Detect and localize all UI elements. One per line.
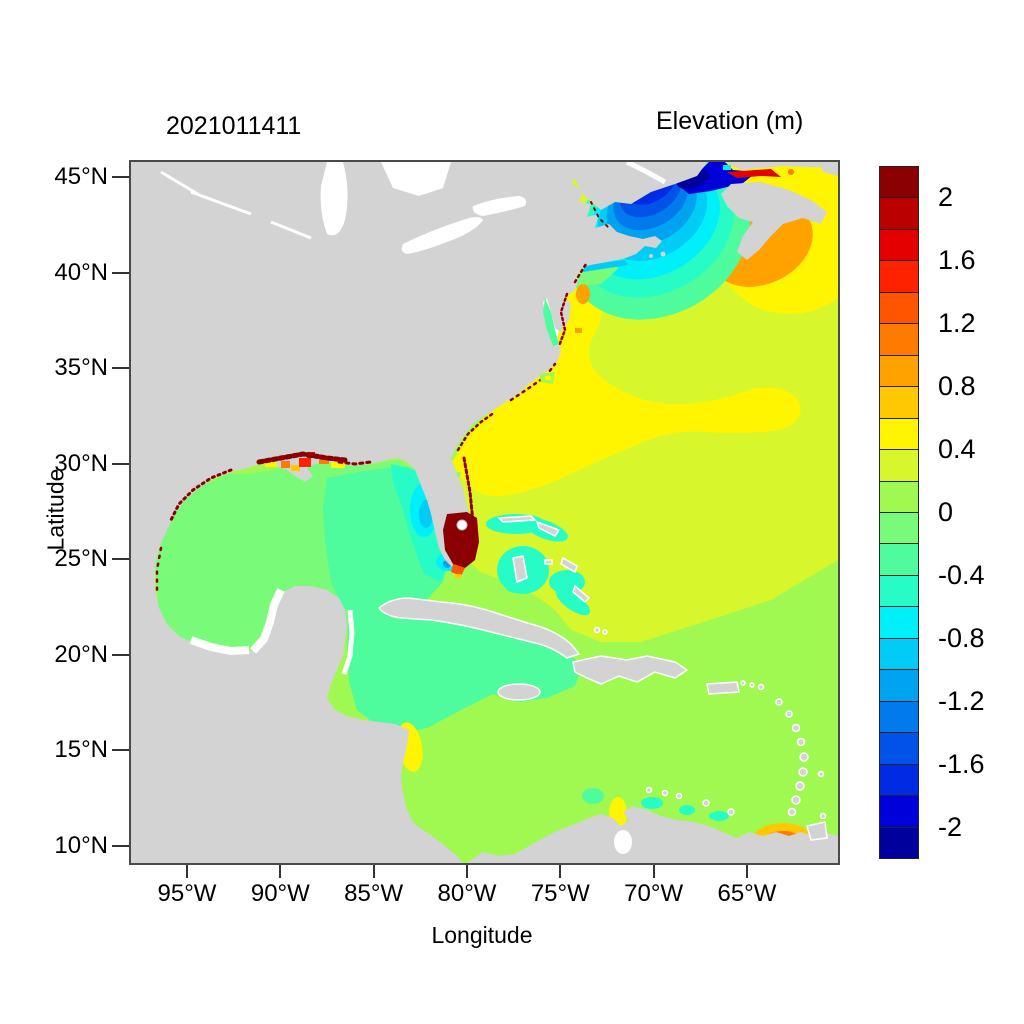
elevation-map	[131, 162, 838, 863]
y-tick	[112, 462, 129, 465]
x-tick-label: 95°W	[157, 880, 217, 907]
x-tick-label: 65°W	[717, 880, 777, 907]
colorbar-segment	[880, 575, 918, 608]
colorbar	[879, 166, 919, 859]
colorbar-tick-label: -0.8	[938, 622, 985, 653]
y-tick-label: 20°N	[54, 640, 108, 668]
colorbar-segment	[880, 261, 918, 293]
y-tick	[112, 749, 129, 751]
colorbar-segment	[880, 607, 918, 639]
x-axis-title: Longitude	[431, 922, 533, 948]
timestamp-title: 2021011411	[166, 112, 302, 140]
colorbar-tick-label: 0	[938, 496, 954, 527]
colorbar-segment	[880, 387, 918, 419]
colorbar-segment	[880, 450, 918, 482]
colorbar-tick-label: -0.4	[938, 559, 985, 590]
y-tick	[112, 844, 129, 847]
x-tick-label: 80°W	[437, 880, 497, 907]
colorbar-tick-label: 1.6	[938, 244, 976, 275]
y-tick-label: 10°N	[54, 831, 108, 859]
colorbar-segment	[880, 827, 918, 858]
y-tick-label: 25°N	[54, 545, 108, 572]
white-coastal-fringe	[189, 588, 355, 675]
x-tick	[186, 863, 188, 878]
colorbar-segment	[880, 292, 918, 325]
x-tick-label: 70°W	[624, 880, 684, 907]
y-tick-label: 15°N	[54, 736, 108, 763]
colorbar-segment	[880, 418, 918, 451]
y-tick-label: 30°N	[54, 449, 108, 477]
map-plot-area	[129, 160, 840, 865]
land-south-america	[467, 806, 838, 863]
colorbar-segment	[880, 701, 918, 734]
x-tick	[652, 863, 655, 878]
x-tick-label: 85°W	[344, 880, 404, 907]
x-tick	[279, 863, 282, 878]
colorbar-segment	[880, 670, 918, 702]
south-florida-high	[443, 512, 479, 578]
y-tick	[112, 271, 129, 274]
land-north-america	[131, 162, 838, 863]
nj-coast-high	[576, 284, 590, 304]
minas-basin-high	[727, 169, 781, 178]
x-tick	[372, 863, 375, 878]
x-tick-label: 75°W	[530, 880, 590, 907]
colorbar-tick-label: 1.2	[938, 307, 976, 338]
colorbar-segment	[880, 167, 918, 199]
colorbar-title: Elevation (m)	[656, 107, 804, 135]
y-tick-label: 45°N	[54, 163, 108, 190]
x-tick-label: 90°W	[250, 880, 310, 907]
y-tick	[112, 176, 129, 178]
land-islands	[377, 515, 828, 841]
colorbar-tick-label: -1.6	[938, 748, 985, 779]
y-tick	[112, 653, 129, 656]
y-tick	[112, 367, 129, 369]
colorbar-segment	[880, 638, 918, 671]
colorbar-segment	[880, 733, 918, 765]
colorbar-tick-label: 0.4	[938, 433, 976, 464]
y-tick	[112, 558, 129, 560]
colorbar-segment	[880, 198, 918, 230]
great-lakes	[160, 162, 667, 254]
colorbar-segment	[880, 764, 918, 797]
colorbar-tick-label: -1.2	[938, 685, 985, 716]
colorbar-segment	[880, 544, 918, 576]
y-tick-label: 35°N	[54, 354, 108, 381]
chesapeake-bay	[543, 298, 559, 346]
y-tick-label: 40°N	[54, 258, 108, 286]
colorbar-segment	[880, 796, 918, 828]
intertidal-speckles	[155, 201, 610, 596]
colorbar-tick-label: 2	[938, 181, 954, 212]
colorbar-segment	[880, 324, 918, 356]
x-tick	[559, 863, 562, 878]
colorbar-segment	[880, 229, 918, 262]
colorbar-segment	[880, 512, 918, 545]
colorbar-segment	[880, 355, 918, 388]
colorbar-segment	[880, 481, 918, 513]
colorbar-tick-label: -2	[938, 811, 963, 842]
colorbar-tick-label: 0.8	[938, 370, 976, 401]
x-tick	[465, 863, 468, 878]
x-tick	[745, 863, 748, 878]
